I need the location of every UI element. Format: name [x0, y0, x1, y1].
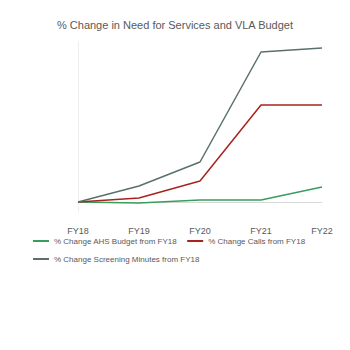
svg-text:% Change in Need for Services: % Change in Need for Services and VLA Bu…: [57, 19, 293, 31]
svg-text:% Change AHS Budget from FY18: % Change AHS Budget from FY18: [54, 237, 177, 246]
svg-text:% Change Screening Minutes fro: % Change Screening Minutes from FY18: [54, 255, 200, 264]
svg-text:FY20: FY20: [189, 226, 211, 236]
svg-text:FY18: FY18: [67, 226, 89, 236]
svg-text:% Change Calls from FY18: % Change Calls from FY18: [208, 237, 305, 246]
svg-text:FY19: FY19: [128, 226, 150, 236]
svg-text:FY22: FY22: [311, 226, 333, 236]
svg-text:FY21: FY21: [250, 226, 272, 236]
